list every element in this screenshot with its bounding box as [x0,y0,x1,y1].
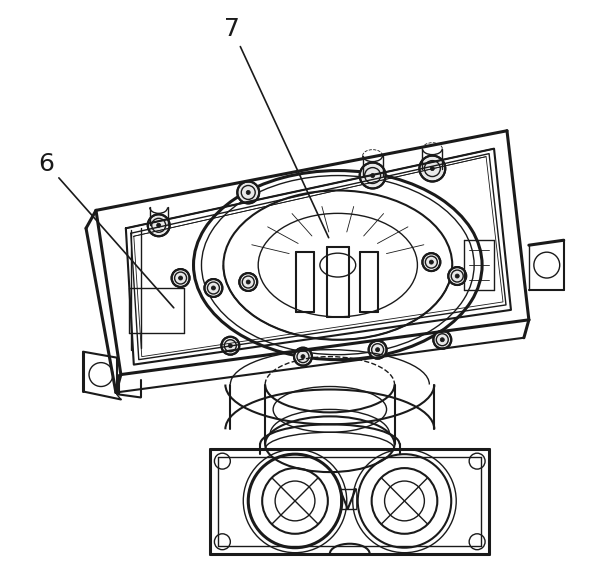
Text: 7: 7 [224,17,328,238]
Circle shape [179,276,182,280]
Text: 6: 6 [38,151,174,308]
Circle shape [204,279,222,297]
Circle shape [228,344,232,348]
Circle shape [420,156,445,182]
Circle shape [237,182,259,203]
Circle shape [246,191,250,195]
Circle shape [157,223,161,227]
Circle shape [221,337,239,355]
Circle shape [172,269,190,287]
Circle shape [246,280,250,284]
Circle shape [448,267,466,285]
Circle shape [212,286,215,290]
Circle shape [433,331,451,349]
Circle shape [360,163,386,188]
Circle shape [239,273,257,291]
Circle shape [371,174,375,178]
Circle shape [429,260,433,264]
Circle shape [294,348,312,365]
Circle shape [440,337,444,341]
Circle shape [455,274,459,278]
Circle shape [423,253,440,271]
Circle shape [375,348,380,352]
Circle shape [301,355,305,359]
Circle shape [148,214,170,236]
Circle shape [430,167,434,171]
Circle shape [369,341,387,359]
